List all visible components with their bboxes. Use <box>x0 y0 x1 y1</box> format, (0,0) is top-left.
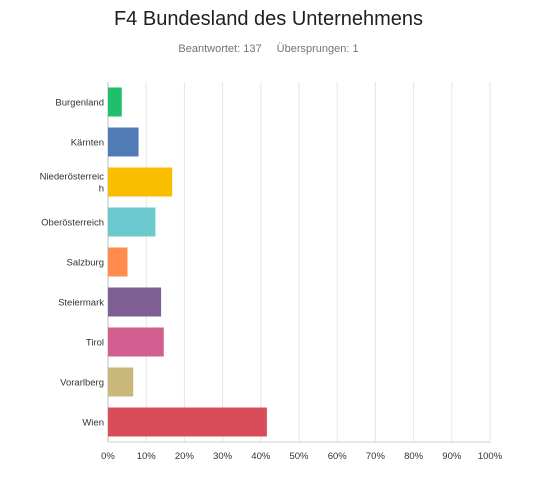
category-label: h <box>99 184 104 195</box>
x-tick-label: 30% <box>213 451 233 462</box>
category-label: Wien <box>82 418 104 429</box>
answered-count: Beantwortet: 137 <box>178 43 262 55</box>
category-label: Kärnten <box>71 138 104 149</box>
category-label: Vorarlberg <box>60 378 104 389</box>
x-tick-label: 90% <box>442 451 462 462</box>
bars <box>108 87 267 437</box>
chart-title: F4 Bundesland des Unternehmens <box>113 8 424 30</box>
x-tick-label: 10% <box>137 451 157 462</box>
x-tick-label: 0% <box>101 451 115 462</box>
category-label: Salzburg <box>67 258 105 269</box>
bar[interactable] <box>108 247 128 277</box>
bar[interactable] <box>108 207 156 237</box>
x-tick-label: 40% <box>251 451 271 462</box>
category-label: Oberösterreich <box>41 218 104 229</box>
category-label: Steiermark <box>58 298 104 309</box>
skipped-count: Übersprungen: 1 <box>276 43 359 55</box>
x-tick-label: 20% <box>175 451 195 462</box>
bar[interactable] <box>108 367 134 397</box>
category-label: Tirol <box>86 338 104 349</box>
x-tick-label: 50% <box>289 451 309 462</box>
x-tick-labels: 0% 10% 20% 30% 40% 50% 60% 70% 80% 90% 100% <box>101 451 503 462</box>
x-tick-label: 70% <box>366 451 386 462</box>
bar[interactable] <box>108 287 162 317</box>
gridlines <box>107 82 491 443</box>
bar[interactable] <box>108 167 173 197</box>
x-tick-label: 100% <box>478 451 503 462</box>
x-tick-label: 60% <box>328 451 348 462</box>
x-tick-label: 80% <box>404 451 424 462</box>
bar[interactable] <box>108 407 267 437</box>
category-label: Niederösterreic <box>40 172 105 183</box>
bar[interactable] <box>108 327 164 357</box>
category-label: Burgenland <box>55 98 104 109</box>
bar[interactable] <box>108 127 139 157</box>
response-stats: Beantwortet: 137 Übersprungen: 1 <box>0 43 537 55</box>
bar[interactable] <box>108 87 122 117</box>
